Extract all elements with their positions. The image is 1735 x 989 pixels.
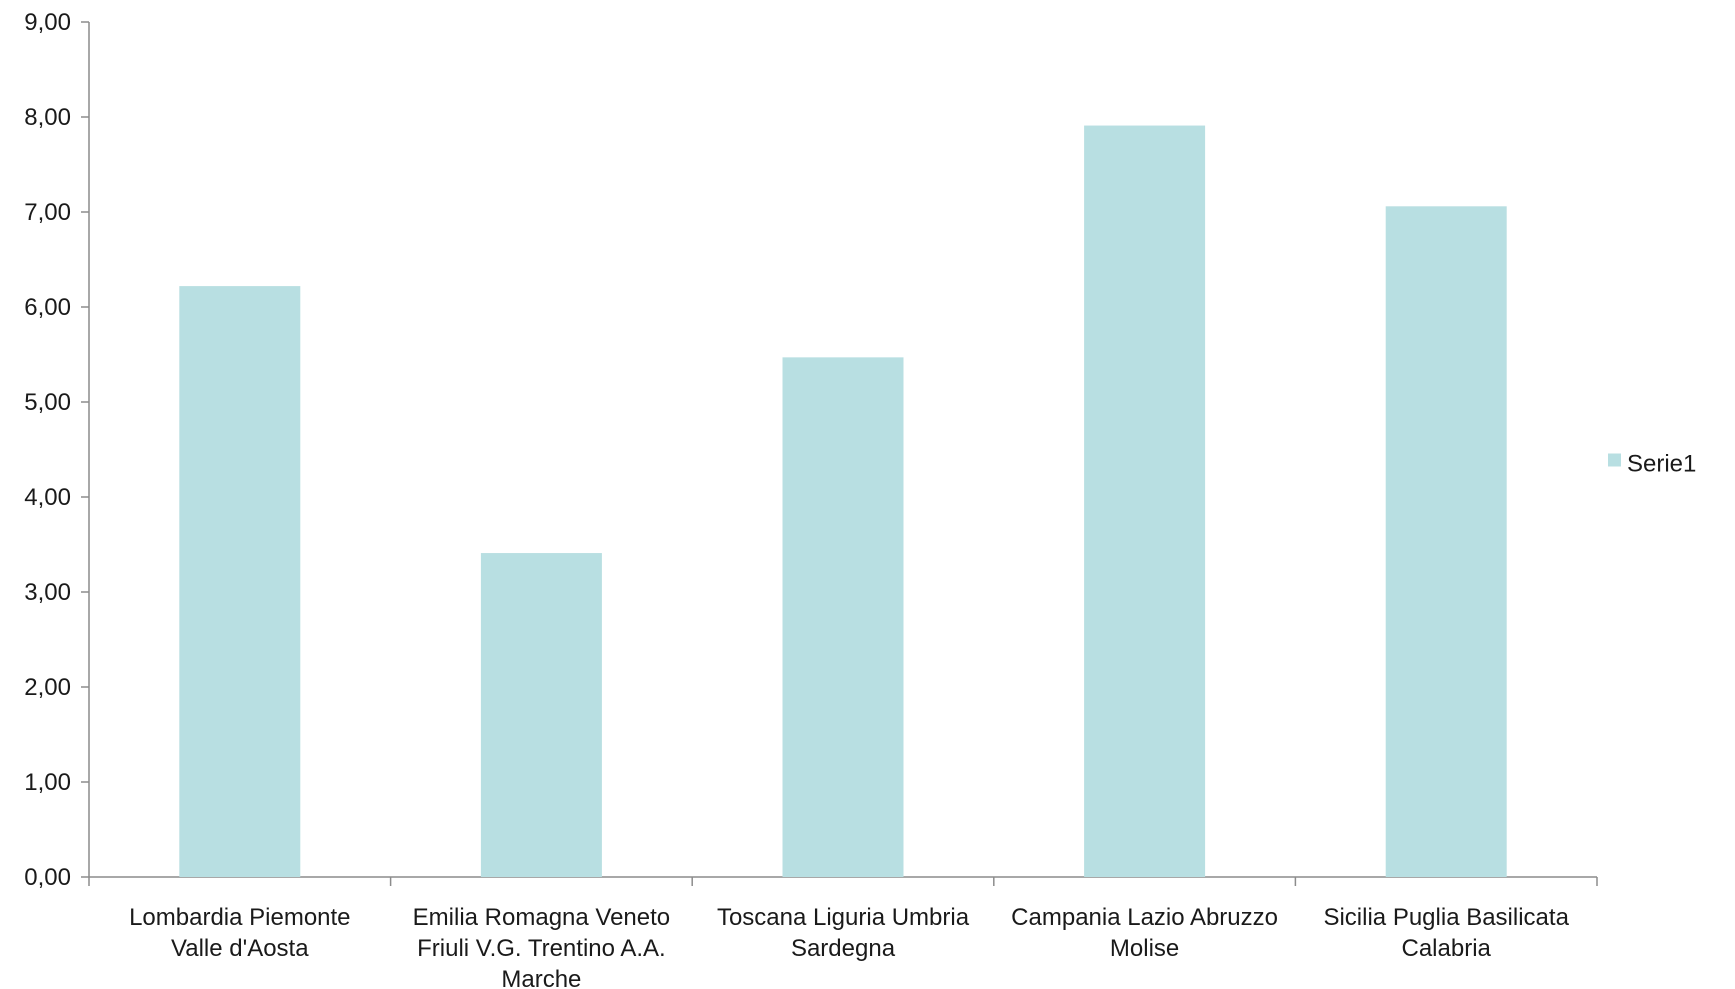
x-category-label: Lombardia Piemonte Valle d'Aosta — [129, 904, 350, 962]
y-tick-label: 2,00 — [24, 674, 71, 701]
y-axis: 0,00 1,00 2,00 3,00 4,00 5,00 6,00 7,00 8,00 9,00 — [24, 9, 90, 891]
x-category-label-line: Molise — [1110, 935, 1179, 962]
bar — [1084, 125, 1206, 878]
x-category-label: Toscana Liguria Umbria Sardegna — [717, 904, 970, 962]
bar — [1385, 206, 1507, 878]
y-tick-label: 4,00 — [24, 484, 71, 511]
x-category-label-line: Toscana Liguria Umbria — [717, 904, 970, 931]
legend: Serie1 — [1608, 451, 1696, 478]
x-category-label-line: Sardegna — [791, 935, 896, 962]
x-category-label: Campania Lazio Abruzzo Molise — [1011, 904, 1278, 962]
legend-swatch — [1608, 453, 1621, 467]
y-tick-label: 5,00 — [24, 389, 71, 416]
x-category-label-line: Lombardia Piemonte — [129, 904, 350, 931]
x-category-label-line: Marche — [501, 966, 581, 989]
bar — [782, 357, 904, 878]
x-category-label: Sicilia Puglia Basilicata Calabria — [1323, 904, 1569, 962]
bar — [179, 286, 301, 878]
x-category-label-line: Sicilia Puglia Basilicata — [1323, 904, 1569, 931]
bar — [480, 553, 602, 877]
bars — [179, 125, 1507, 878]
x-category-label: Emilia Romagna Veneto Friuli V.G. Trentin… — [413, 904, 670, 989]
y-tick-label: 0,00 — [24, 864, 71, 891]
x-category-label-line: Valle d'Aosta — [171, 935, 309, 962]
y-tick-label: 3,00 — [24, 579, 71, 606]
x-axis: Lombardia Piemonte Valle d'Aosta Emilia Ro… — [88, 876, 1598, 989]
y-tick-label: 9,00 — [24, 9, 71, 36]
x-category-label-line: Campania Lazio Abruzzo — [1011, 904, 1278, 931]
x-category-label-line: Friuli V.G. Trentino A.A. — [417, 935, 666, 962]
x-category-label-line: Calabria — [1402, 935, 1492, 962]
y-tick-label: 7,00 — [24, 199, 71, 226]
legend-label: Serie1 — [1627, 451, 1696, 478]
x-category-label-line: Emilia Romagna Veneto — [413, 904, 670, 931]
y-tick-label: 1,00 — [24, 769, 71, 796]
y-tick-label: 8,00 — [24, 104, 71, 131]
y-tick-label: 6,00 — [24, 294, 71, 321]
